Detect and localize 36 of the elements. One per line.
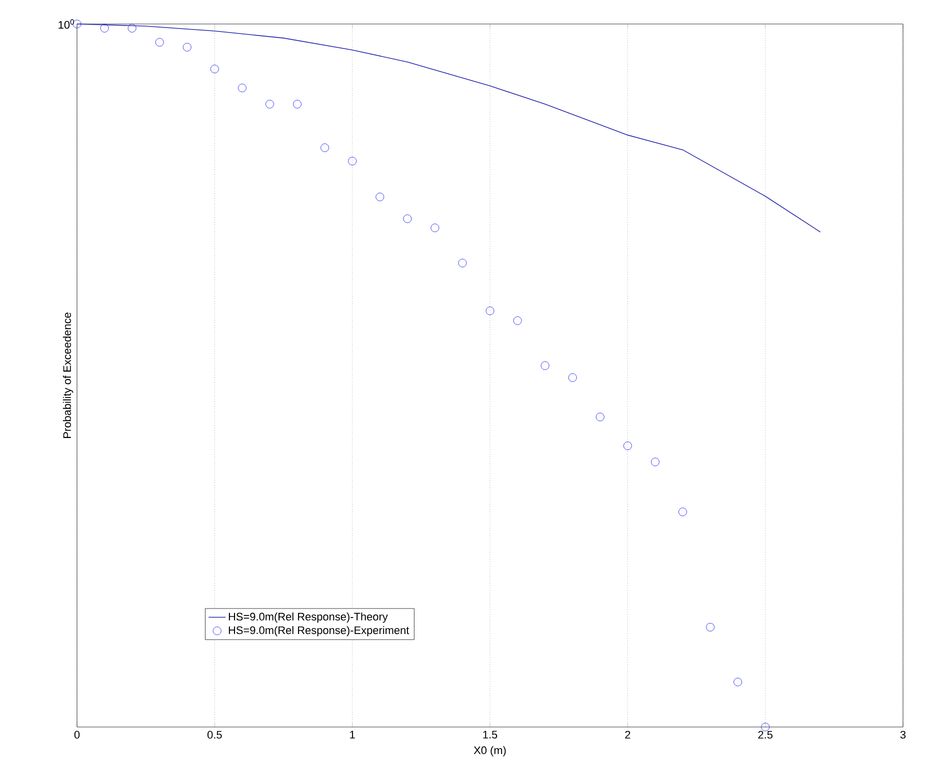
point: [458, 258, 467, 268]
x-tick-label: 0: [74, 730, 80, 739]
point: [706, 622, 714, 632]
x-tick-label: 1: [350, 730, 355, 738]
point: [100, 24, 109, 32]
point: [430, 224, 440, 232]
point: [623, 442, 632, 450]
point: [376, 192, 384, 202]
point: [182, 42, 192, 52]
x-axis-title: X0 (m): [474, 746, 506, 756]
point: [210, 64, 219, 74]
point: [155, 38, 164, 46]
point: [266, 100, 274, 108]
x-tick-label: 0.5: [207, 730, 222, 739]
point: [238, 84, 246, 92]
point: [568, 373, 577, 382]
point: [734, 678, 742, 686]
point: [486, 306, 494, 316]
y-axis-title: Probability of Exceedence: [62, 312, 74, 438]
text: 10$^{0}$: [58, 19, 74, 29]
point: [348, 156, 357, 166]
x-tick-label: 2.5: [758, 730, 772, 739]
point: [596, 412, 604, 422]
point: [403, 214, 412, 223]
point: [293, 100, 302, 108]
legend-label: HS=9.0m(Rel Response)-Theory: [228, 612, 388, 623]
point: [540, 361, 550, 370]
x-tick-label: 3: [900, 730, 906, 739]
legend-label: HS=9.0m(Rel Response)-Experiment: [228, 626, 410, 636]
point: [320, 144, 329, 152]
point: [513, 316, 522, 325]
x-tick-label: 1.5: [483, 730, 498, 738]
point: [651, 458, 660, 466]
point: [128, 24, 136, 32]
x-tick-label: 2: [625, 730, 630, 739]
point: [678, 508, 687, 516]
